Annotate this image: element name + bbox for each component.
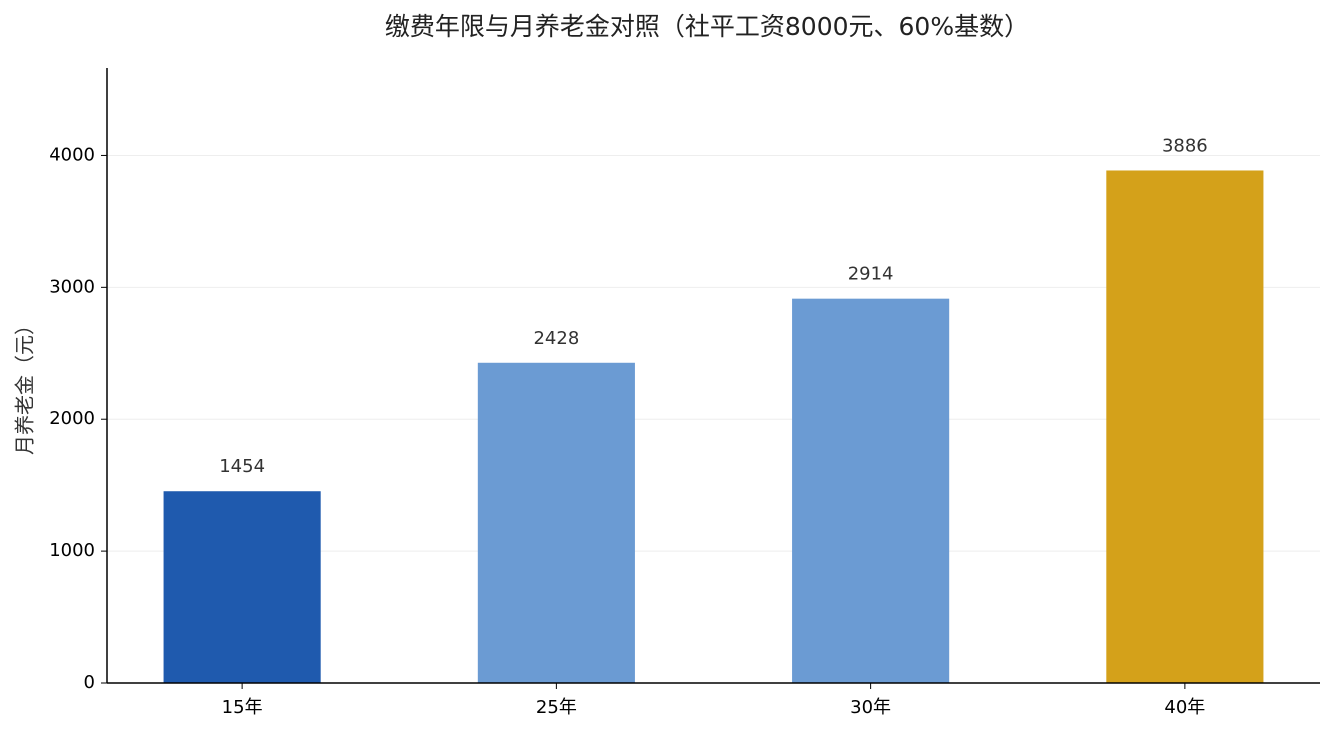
y-axis-label: 月养老金（元） [13, 315, 37, 455]
value-label: 2428 [533, 328, 579, 349]
bar [163, 491, 321, 683]
bar [792, 298, 950, 683]
chart-title: 缴费年限与月养老金对照（社平工资8000元、60%基数） [385, 12, 1029, 41]
y-tick-label: 1000 [49, 540, 95, 561]
x-tick-label: 30年 [850, 697, 891, 718]
y-tick-label: 0 [84, 672, 95, 693]
bar [1106, 170, 1264, 683]
value-label: 3886 [1162, 135, 1208, 156]
x-tick-label: 15年 [222, 697, 263, 718]
x-tick-label: 25年 [536, 697, 577, 718]
value-label: 1454 [219, 456, 265, 477]
y-tick-label: 2000 [49, 408, 95, 429]
y-tick-label: 3000 [49, 276, 95, 297]
y-tick-label: 4000 [49, 144, 95, 165]
x-tick-label: 40年 [1164, 697, 1205, 718]
value-label: 2914 [848, 264, 894, 285]
bar [477, 362, 635, 683]
